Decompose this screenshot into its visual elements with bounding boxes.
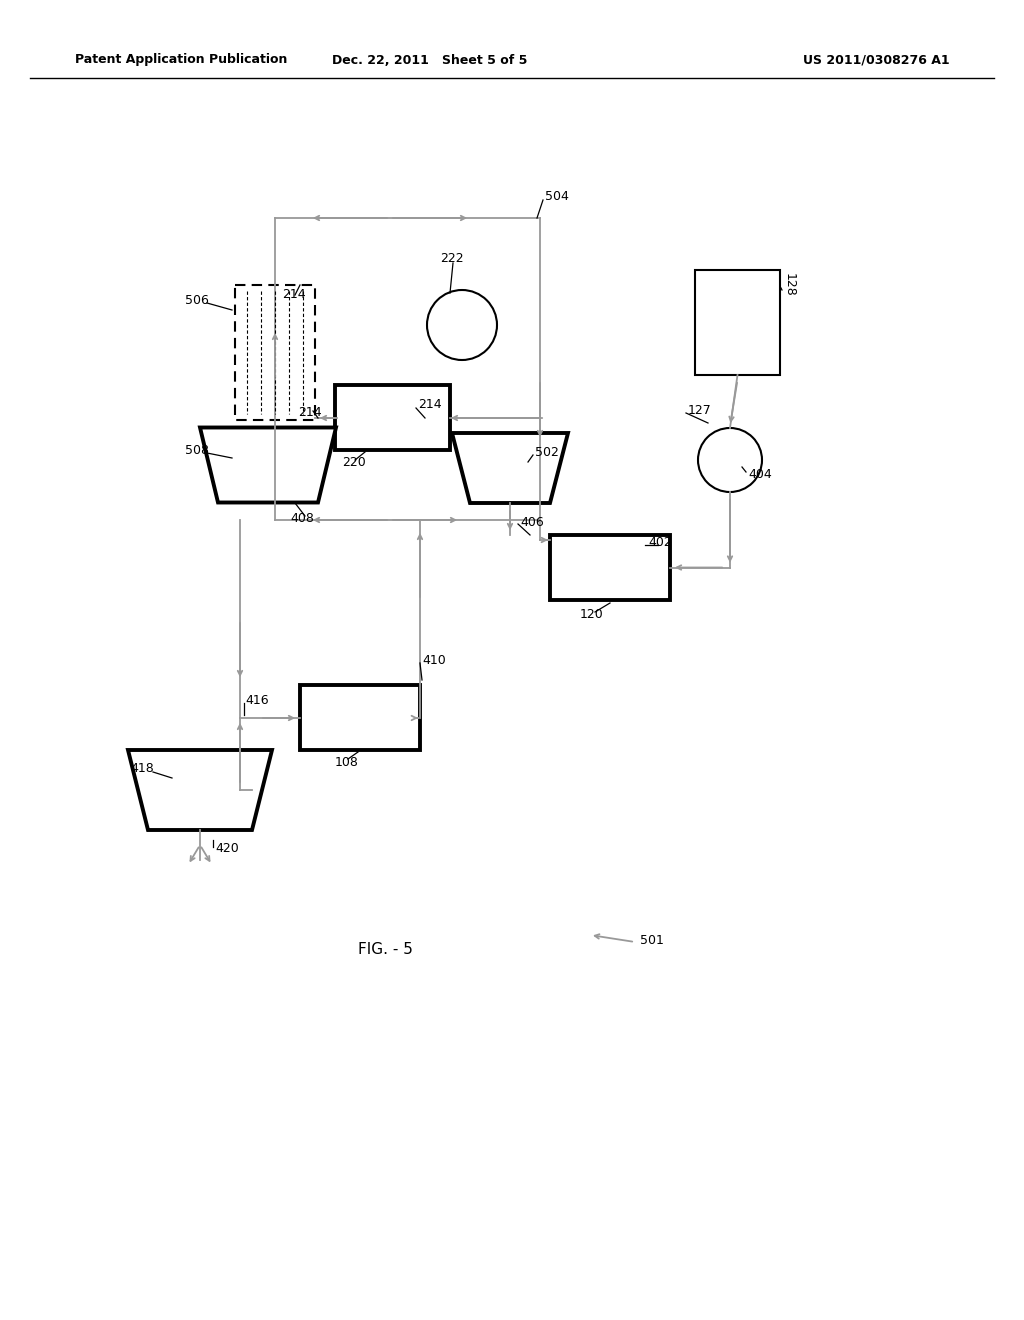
Text: 420: 420 <box>215 842 239 854</box>
Text: 418: 418 <box>130 762 154 775</box>
Bar <box>550 535 670 601</box>
Text: 127: 127 <box>688 404 712 417</box>
Bar <box>695 271 780 375</box>
Text: 214: 214 <box>298 407 322 420</box>
Text: 220: 220 <box>342 455 366 469</box>
Text: Patent Application Publication: Patent Application Publication <box>75 54 288 66</box>
Bar <box>335 385 450 450</box>
Circle shape <box>427 290 497 360</box>
Text: FIG. - 5: FIG. - 5 <box>357 942 413 957</box>
Text: 502: 502 <box>535 446 559 458</box>
Bar <box>300 685 420 750</box>
Text: 128: 128 <box>783 273 796 297</box>
Text: 508: 508 <box>185 444 209 457</box>
Text: US 2011/0308276 A1: US 2011/0308276 A1 <box>804 54 950 66</box>
Text: 410: 410 <box>422 653 445 667</box>
Text: 406: 406 <box>520 516 544 528</box>
Text: 222: 222 <box>440 252 464 264</box>
Text: 108: 108 <box>335 755 358 768</box>
Circle shape <box>698 428 762 492</box>
Text: 408: 408 <box>290 511 314 524</box>
Text: 504: 504 <box>545 190 569 203</box>
Text: 416: 416 <box>245 693 268 706</box>
Text: 506: 506 <box>185 293 209 306</box>
Text: 214: 214 <box>418 399 441 412</box>
Text: 402: 402 <box>648 536 672 549</box>
Text: 214: 214 <box>282 289 305 301</box>
Polygon shape <box>128 750 272 830</box>
Polygon shape <box>452 433 568 503</box>
Polygon shape <box>200 428 336 503</box>
Text: 501: 501 <box>640 933 664 946</box>
Text: Dec. 22, 2011   Sheet 5 of 5: Dec. 22, 2011 Sheet 5 of 5 <box>333 54 527 66</box>
Text: 404: 404 <box>748 469 772 482</box>
Bar <box>234 285 315 420</box>
Text: 120: 120 <box>580 609 604 622</box>
